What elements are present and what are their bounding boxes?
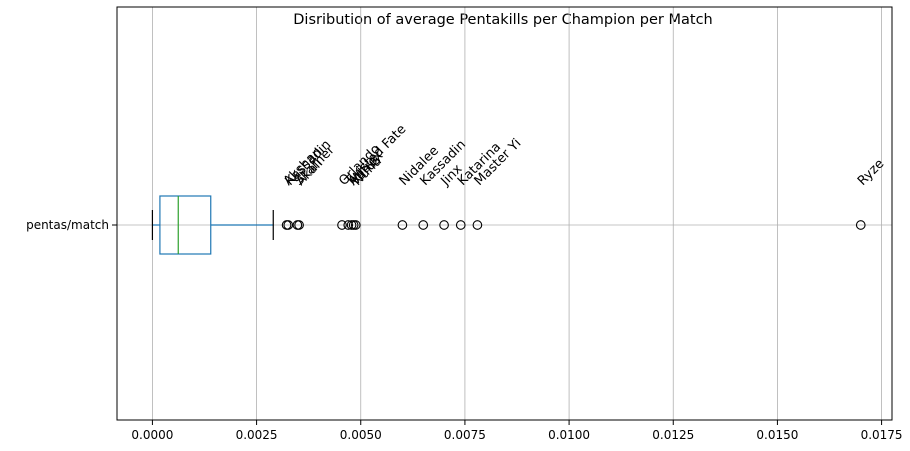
x-tick-label: 0.0125	[652, 428, 694, 442]
outlier-point	[337, 220, 347, 230]
plot-frame	[116, 6, 893, 421]
outlier-point	[397, 220, 408, 230]
outlier-point	[343, 220, 354, 230]
box-plot	[151, 195, 274, 255]
outlier-point	[439, 220, 449, 230]
x-tick-label: 0.0075	[444, 428, 486, 442]
x-tick-label: 0.0150	[756, 428, 798, 442]
y-axis: pentas/match	[26, 218, 117, 232]
outlier-points	[281, 220, 866, 230]
y-tick-label: pentas/match	[26, 218, 109, 232]
outlier-point	[294, 220, 304, 230]
outlier-label: Ryze	[855, 156, 887, 188]
outlier-point	[283, 220, 294, 230]
x-tick-label: 0.0175	[861, 428, 903, 442]
chart-title: Disribution of average Pentakills per Ch…	[293, 12, 713, 28]
x-tick-label: 0.0025	[236, 428, 278, 442]
outlier-point	[455, 220, 466, 230]
outlier-point	[418, 220, 429, 230]
x-tick-label: 0.0000	[131, 428, 173, 442]
x-tick-label: 0.0100	[548, 428, 590, 442]
outlier-point	[472, 220, 483, 230]
outlier-point	[350, 220, 361, 230]
box-iqr	[159, 195, 212, 255]
outlier-point	[855, 220, 866, 230]
grid-lines	[117, 7, 892, 420]
x-tick-label: 0.0050	[340, 428, 382, 442]
x-axis: 0.0000 0.0025 0.0050 0.0075 0.0100 0.0125 0.01…	[131, 420, 903, 442]
